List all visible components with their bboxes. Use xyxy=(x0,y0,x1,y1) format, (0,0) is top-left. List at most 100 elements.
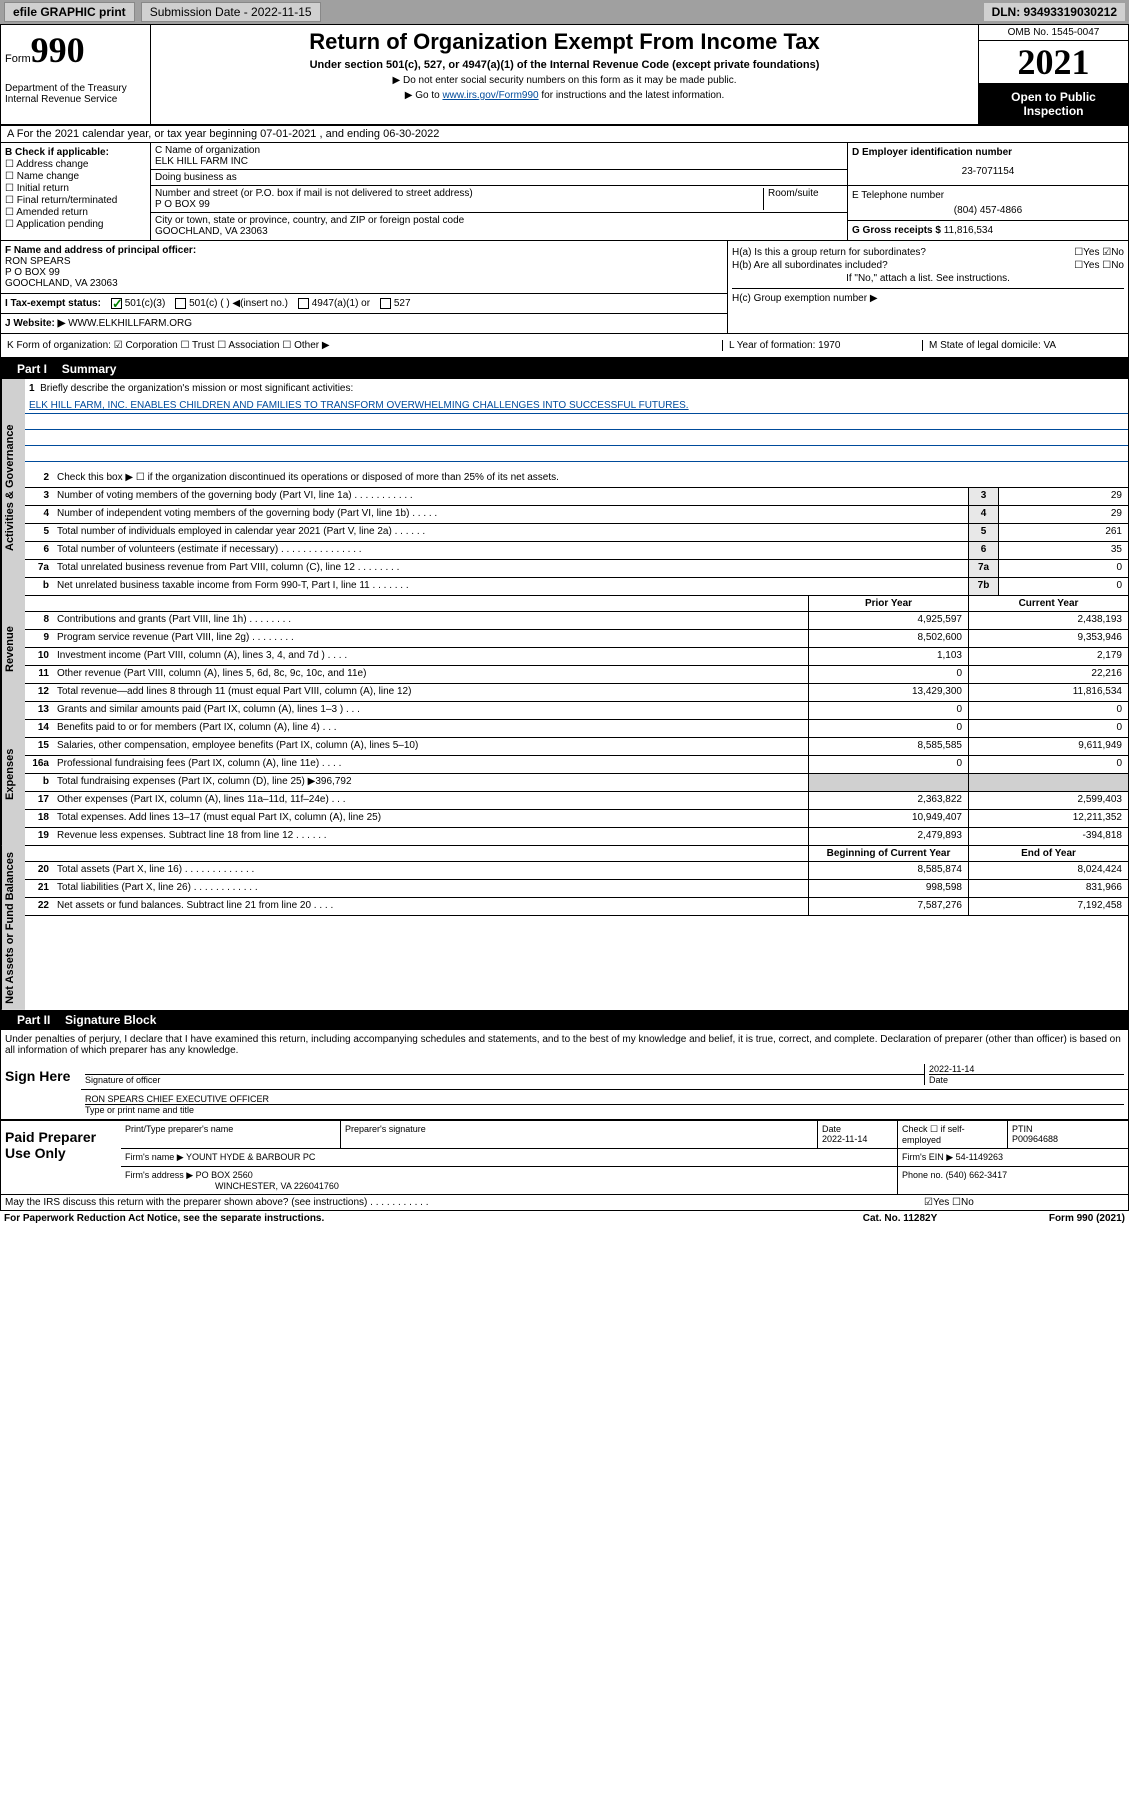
section-fh: F Name and address of principal officer:… xyxy=(1,241,1128,334)
form-number: 990 xyxy=(31,30,85,70)
ein-value: 23-7071154 xyxy=(852,166,1124,177)
col-f-officer: F Name and address of principal officer:… xyxy=(1,241,728,333)
dln-label: DLN: 93493319030212 xyxy=(984,3,1125,21)
firm-addr1: PO BOX 2560 xyxy=(196,1170,253,1180)
discuss-row: May the IRS discuss this return with the… xyxy=(1,1194,1128,1210)
form-label: Form xyxy=(5,53,31,65)
line-13: 13Grants and similar amounts paid (Part … xyxy=(25,702,1128,720)
ha-answer: ☐Yes ☑No xyxy=(1074,247,1124,258)
col-b-checkboxes: B Check if applicable: ☐ Address change … xyxy=(1,143,151,240)
declaration-text: Under penalties of perjury, I declare th… xyxy=(1,1030,1128,1060)
part-2-header: Part II Signature Block xyxy=(1,1010,1128,1030)
line-18: 18Total expenses. Add lines 13–17 (must … xyxy=(25,810,1128,828)
header-center: Return of Organization Exempt From Incom… xyxy=(151,25,978,124)
row-l-year: L Year of formation: 1970 xyxy=(722,340,922,351)
chk-address-change[interactable]: ☐ Address change xyxy=(5,159,146,170)
chk-app-pending[interactable]: ☐ Application pending xyxy=(5,219,146,230)
hb-answer: ☐Yes ☐No xyxy=(1074,260,1124,271)
line-21: 21Total liabilities (Part X, line 26) . … xyxy=(25,880,1128,898)
sign-here-row: Sign Here Signature of officer 2022-11-1… xyxy=(1,1060,1128,1120)
ptin-value: P00964688 xyxy=(1012,1134,1124,1144)
sig-officer-label: Signature of officer xyxy=(85,1074,924,1085)
chk-527[interactable] xyxy=(380,298,391,309)
vtab-governance: Activities & Governance xyxy=(1,379,25,596)
chk-final-return[interactable]: ☐ Final return/terminated xyxy=(5,195,146,206)
firm-name: YOUNT HYDE & BARBOUR PC xyxy=(186,1152,315,1162)
col-h-group: H(a) Is this a group return for subordin… xyxy=(728,241,1128,333)
prep-name-label: Print/Type preparer's name xyxy=(121,1121,341,1148)
open-public-badge: Open to Public Inspection xyxy=(979,84,1128,124)
sig-date-value: 2022-11-14 xyxy=(929,1064,1124,1074)
hc-label: H(c) Group exemption number ▶ xyxy=(732,288,1124,304)
vtab-revenue: Revenue xyxy=(1,596,25,702)
mission-text: ELK HILL FARM, INC. ENABLES CHILDREN AND… xyxy=(29,400,689,411)
form-ref: Form 990 (2021) xyxy=(975,1213,1125,1224)
row-i-status: I Tax-exempt status: 501(c)(3) 501(c) ( … xyxy=(1,293,727,314)
room-label: Room/suite xyxy=(763,188,843,210)
phone-value: (804) 457-4866 xyxy=(852,205,1124,216)
efile-button[interactable]: efile GRAPHIC print xyxy=(4,2,135,22)
line-22: 22Net assets or fund balances. Subtract … xyxy=(25,898,1128,916)
chk-501c3[interactable] xyxy=(111,298,122,309)
firm-phone: (540) 662-3417 xyxy=(946,1170,1008,1180)
org-name-cell: C Name of organization ELK HILL FARM INC xyxy=(151,143,847,170)
line-19: 19Revenue less expenses. Subtract line 1… xyxy=(25,828,1128,846)
line-5: 5Total number of individuals employed in… xyxy=(25,524,1128,542)
note-link: ▶ Go to www.irs.gov/Form990 for instruct… xyxy=(155,90,974,101)
dba-cell: Doing business as xyxy=(151,170,847,185)
city-value: GOOCHLAND, VA 23063 xyxy=(155,226,843,237)
gross-receipts: 11,816,534 xyxy=(944,225,993,236)
paid-preparer-row: Paid Preparer Use Only Print/Type prepar… xyxy=(1,1120,1128,1194)
tax-year: 2021 xyxy=(979,41,1128,84)
chk-501c[interactable] xyxy=(175,298,186,309)
rev-header-row: Prior YearCurrent Year xyxy=(25,596,1128,612)
prep-date: 2022-11-14 xyxy=(822,1134,893,1144)
line-12: 12Total revenue—add lines 8 through 11 (… xyxy=(25,684,1128,702)
line-11: 11Other revenue (Part VIII, column (A), … xyxy=(25,666,1128,684)
line-15: 15Salaries, other compensation, employee… xyxy=(25,738,1128,756)
city-cell: City or town, state or province, country… xyxy=(151,213,847,239)
chk-name-change[interactable]: ☐ Name change xyxy=(5,171,146,182)
col-e-phone: E Telephone number (804) 457-4866 xyxy=(848,186,1128,221)
street-value: P O BOX 99 xyxy=(155,199,763,210)
line-20: 20Total assets (Part X, line 16) . . . .… xyxy=(25,862,1128,880)
line-1: 1 Briefly describe the organization's mi… xyxy=(25,379,1128,398)
col-d-ein: D Employer identification number 23-7071… xyxy=(848,143,1128,185)
chk-4947[interactable] xyxy=(298,298,309,309)
part-1-header: Part I Summary xyxy=(1,359,1128,379)
note-ssn: ▶ Do not enter social security numbers o… xyxy=(155,75,974,86)
line-9: 9Program service revenue (Part VIII, lin… xyxy=(25,630,1128,648)
vtab-expenses: Expenses xyxy=(1,702,25,846)
prep-check[interactable]: Check ☐ if self-employed xyxy=(898,1121,1008,1148)
line-7a: 7aTotal unrelated business revenue from … xyxy=(25,560,1128,578)
org-name: ELK HILL FARM INC xyxy=(155,156,843,167)
row-j-website: J Website: ▶ WWW.ELKHILLFARM.ORG xyxy=(5,314,723,329)
row-k-form-org: K Form of organization: ☑ Corporation ☐ … xyxy=(7,340,722,351)
firm-ein: 54-1149263 xyxy=(956,1152,1003,1162)
prep-sig-label: Preparer's signature xyxy=(341,1121,818,1148)
form-990: Form990 Department of the Treasury Inter… xyxy=(0,24,1129,1211)
col-g-receipts: G Gross receipts $ 11,816,534 xyxy=(848,221,1128,240)
firm-addr2: WINCHESTER, VA 226041760 xyxy=(125,1181,893,1191)
line-8: 8Contributions and grants (Part VIII, li… xyxy=(25,612,1128,630)
net-header-row: Beginning of Current YearEnd of Year xyxy=(25,846,1128,862)
line-2: 2Check this box ▶ ☐ if the organization … xyxy=(25,470,1128,488)
officer-name: RON SPEARS xyxy=(5,256,723,267)
cat-number: Cat. No. 11282Y xyxy=(825,1213,975,1224)
omb-number: OMB No. 1545-0047 xyxy=(979,25,1128,41)
header-left: Form990 Department of the Treasury Inter… xyxy=(1,25,151,124)
line-4: 4Number of independent voting members of… xyxy=(25,506,1128,524)
line-10: 10Investment income (Part VIII, column (… xyxy=(25,648,1128,666)
line-7b: bNet unrelated business taxable income f… xyxy=(25,578,1128,596)
website-value: WWW.ELKHILLFARM.ORG xyxy=(68,318,192,329)
chk-initial-return[interactable]: ☐ Initial return xyxy=(5,183,146,194)
top-bar: efile GRAPHIC print Submission Date - 20… xyxy=(0,0,1129,24)
discuss-answer[interactable]: ☑Yes ☐No xyxy=(924,1197,1124,1208)
chk-amended[interactable]: ☐ Amended return xyxy=(5,207,146,218)
form-header: Form990 Department of the Treasury Inter… xyxy=(1,25,1128,126)
irs-link[interactable]: www.irs.gov/Form990 xyxy=(442,90,538,101)
line-3: 3Number of voting members of the governi… xyxy=(25,488,1128,506)
submission-date: Submission Date - 2022-11-15 xyxy=(141,2,321,22)
footer-row: For Paperwork Reduction Act Notice, see … xyxy=(0,1211,1129,1226)
line-6: 6Total number of volunteers (estimate if… xyxy=(25,542,1128,560)
